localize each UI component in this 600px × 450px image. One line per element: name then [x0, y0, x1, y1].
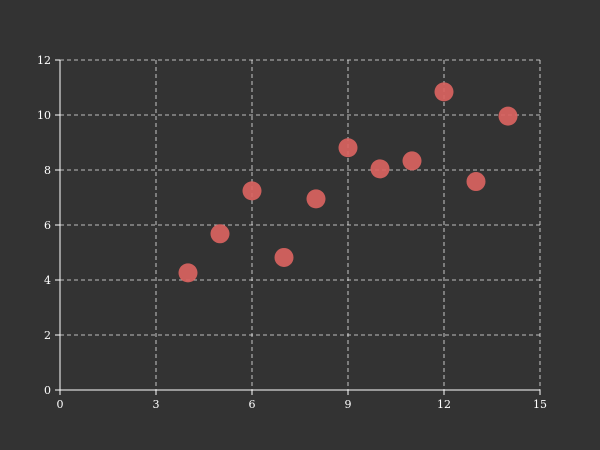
grid-layer	[60, 59, 541, 390]
x-tick-label-9: 9	[345, 398, 352, 411]
data-point-4	[306, 189, 326, 209]
data-point-0	[178, 263, 198, 283]
y-tick-label-0: 0	[44, 384, 51, 397]
x-tick-label-0: 0	[57, 398, 64, 411]
data-point-8	[434, 82, 454, 102]
data-point-10	[498, 106, 518, 126]
data-point-2	[242, 181, 262, 201]
y-tick-label-6: 6	[44, 219, 51, 232]
x-tick-label-15: 15	[533, 398, 547, 411]
data-point-1	[210, 224, 230, 244]
data-point-9	[466, 172, 486, 192]
y-tick-label-12: 12	[37, 54, 51, 67]
data-point-3	[274, 247, 294, 267]
data-point-5	[338, 138, 358, 158]
point-layer	[178, 82, 518, 283]
y-tick-label-4: 4	[44, 274, 51, 287]
x-tick-label-6: 6	[249, 398, 256, 411]
x-tick-label-12: 12	[437, 398, 451, 411]
y-tick-label-2: 2	[44, 329, 51, 342]
data-point-6	[370, 159, 390, 179]
y-tick-label-10: 10	[37, 109, 51, 122]
y-tick-label-8: 8	[44, 164, 51, 177]
tick-layer: 0 3 6 9 12 15 0 2 4 6 8 10 12	[37, 54, 547, 411]
data-point-7	[402, 151, 422, 171]
x-tick-label-3: 3	[153, 398, 160, 411]
